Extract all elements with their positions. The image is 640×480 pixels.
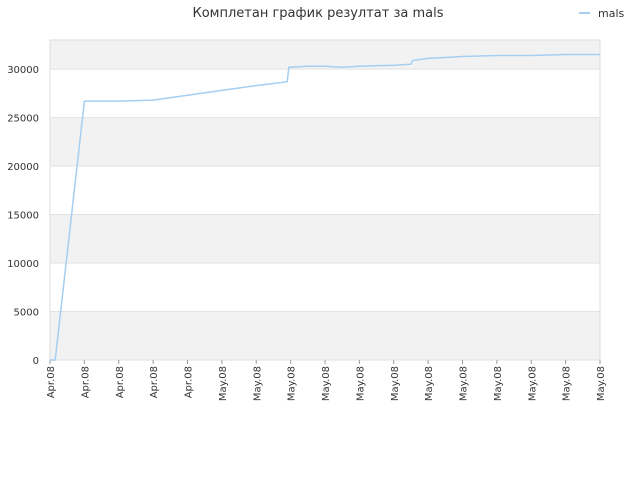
x-tick-label: May.08 [424, 366, 435, 401]
x-tick-label: May.08 [287, 366, 298, 401]
x-axis: Apr.08 Apr.08 Apr.08 Apr.08 Apr.08 May.08 May.… [46, 360, 607, 401]
x-tick-label: May.08 [527, 366, 538, 401]
x-tick-label: May.08 [252, 366, 263, 401]
y-tick-label: 25000 [7, 114, 39, 125]
y-tick-label: 20000 [7, 162, 39, 173]
x-tick-label: Apr.08 [115, 366, 126, 398]
x-tick-label: Apr.08 [149, 366, 160, 398]
y-tick-label: 30000 [7, 65, 39, 76]
x-tick-label: May.08 [355, 366, 366, 401]
plot-background [49, 39, 601, 361]
x-tick-label: May.08 [459, 366, 470, 401]
plot-band [50, 263, 600, 312]
plot-band [50, 40, 600, 70]
y-axis: 0 5000 10000 15000 20000 25000 30000 [7, 65, 39, 367]
series-line-mals [50, 53, 600, 361]
y-tick-label: 0 [33, 356, 39, 367]
plot-band [50, 311, 600, 360]
plot-band [50, 166, 600, 215]
plot-band [50, 117, 600, 167]
x-tick-label: Apr.08 [80, 366, 91, 398]
plot-band [50, 214, 600, 264]
x-tick-label: May.08 [218, 366, 229, 401]
legend-label: mals [598, 7, 625, 20]
series-lines [50, 53, 600, 361]
y-tick-label: 5000 [14, 308, 39, 319]
chart-title: Комплетан график резултат за mals [193, 6, 444, 21]
y-tick-label: 15000 [7, 211, 39, 222]
legend: mals [579, 7, 625, 20]
x-tick-label: May.08 [596, 366, 607, 401]
x-tick-label: May.08 [390, 366, 401, 401]
x-tick-label: Apr.08 [46, 366, 57, 398]
x-tick-label: May.08 [321, 366, 332, 401]
plot-band [50, 69, 600, 118]
y-tick-label: 10000 [7, 259, 39, 270]
x-tick-label: May.08 [493, 366, 504, 401]
x-tick-label: May.08 [562, 366, 573, 401]
x-tick-label: Apr.08 [184, 366, 195, 398]
